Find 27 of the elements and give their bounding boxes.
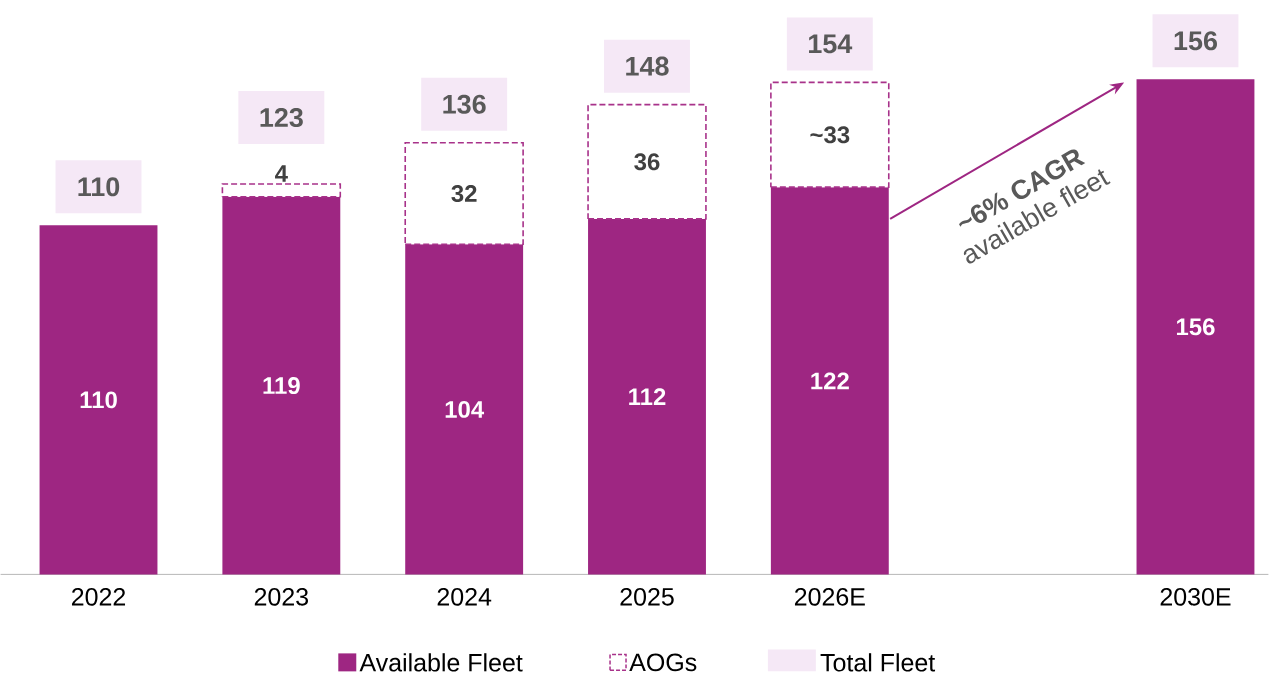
legend-label: Total Fleet: [820, 653, 936, 672]
data-label: ~33: [810, 126, 850, 144]
legend-label: AOGs: [629, 653, 697, 672]
x-tick-label: 2022: [71, 587, 126, 606]
data-label: 4: [275, 165, 288, 182]
data-label: 119: [263, 376, 300, 394]
total-label: 148: [626, 56, 669, 76]
total-label: 154: [809, 34, 853, 54]
total-label: 110: [78, 177, 120, 197]
x-tick-label: 2026E: [794, 587, 865, 606]
x-tick-label: 2025: [620, 587, 674, 606]
data-label: 156: [1176, 318, 1215, 336]
legend-label: Available Fleet: [359, 653, 523, 672]
total-label: 156: [1174, 31, 1217, 51]
data-label: 110: [80, 391, 117, 409]
total-label: 123: [260, 107, 303, 127]
data-label: 36: [634, 153, 660, 171]
data-label: 32: [451, 184, 477, 202]
bar: [1136, 79, 1255, 575]
data-label: 112: [629, 388, 666, 405]
bar: [39, 225, 158, 575]
total-label: 136: [443, 94, 486, 114]
data-label: 122: [811, 372, 849, 390]
data-label: 104: [445, 400, 485, 418]
x-tick-label: 2023: [254, 587, 308, 606]
x-tick-label: 2030E: [1160, 587, 1231, 606]
x-tick-label: 2024: [437, 587, 492, 606]
